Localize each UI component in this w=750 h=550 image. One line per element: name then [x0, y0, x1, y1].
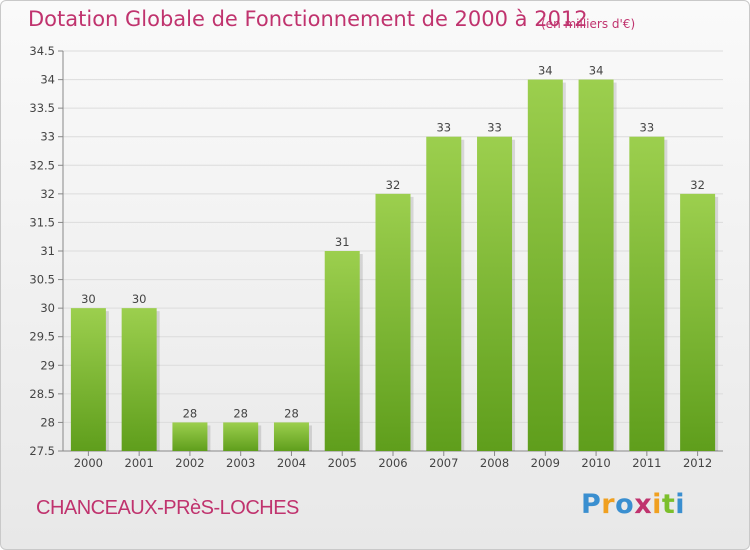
y-tick-label: 31.5 [29, 215, 55, 229]
bar [527, 79, 563, 452]
x-tick-label: 2006 [378, 456, 407, 470]
bars [70, 79, 719, 452]
x-tick-label: 2000 [74, 456, 103, 470]
bar [121, 308, 157, 451]
data-label: 31 [335, 235, 350, 249]
bar [680, 193, 716, 451]
x-tick-label: 2009 [531, 456, 560, 470]
y-tick-label: 32.5 [29, 158, 55, 172]
chart-title: Dotation Globale de Fonctionnement de 20… [28, 7, 588, 31]
x-tick-label: 2005 [328, 456, 357, 470]
y-tick-label: 30.5 [29, 273, 55, 287]
labels: 2000 30 2001 30 2002 28 2003 28 2004 28 2005 31 2006… [74, 64, 713, 470]
y-tick-label: 34 [40, 73, 55, 87]
x-tick-label: 2011 [632, 456, 661, 470]
bar [629, 136, 665, 451]
y-tick-label: 32 [40, 187, 55, 201]
y-tick-label: 28 [40, 415, 55, 429]
x-tick-label: 2007 [429, 456, 458, 470]
data-label: 33 [487, 121, 502, 135]
data-label: 33 [640, 121, 655, 135]
bar [426, 136, 462, 451]
data-label: 30 [132, 292, 147, 306]
y-tick-label: 33.5 [29, 101, 55, 115]
y-tick-label: 29.5 [29, 330, 55, 344]
bar [223, 422, 259, 451]
data-label: 28 [183, 406, 198, 420]
x-tick-label: 2012 [683, 456, 712, 470]
x-tick-label: 2001 [125, 456, 154, 470]
data-label: 33 [436, 121, 451, 135]
bar [477, 136, 513, 451]
bar [273, 422, 309, 451]
y-tick-label: 30 [40, 301, 55, 315]
data-label: 32 [690, 178, 705, 192]
x-tick-label: 2008 [480, 456, 509, 470]
chart-unit-note: (en milliers d'€) [541, 17, 636, 31]
data-label: 34 [589, 64, 604, 78]
bar [578, 79, 614, 452]
data-label: 34 [538, 64, 553, 78]
y-tick-label: 27.5 [29, 444, 55, 458]
y-tick-label: 31 [40, 244, 55, 258]
proxiti-logo: Proxiti [581, 489, 686, 520]
x-tick-label: 2002 [175, 456, 204, 470]
x-tick-label: 2010 [581, 456, 610, 470]
bar [70, 308, 106, 451]
data-label: 30 [81, 292, 96, 306]
y-tick-label: 33 [40, 130, 55, 144]
bar [324, 251, 360, 451]
data-label: 28 [233, 406, 248, 420]
bar [172, 422, 208, 451]
bar [375, 193, 411, 451]
y-tick-label: 28.5 [29, 387, 55, 401]
x-tick-label: 2003 [226, 456, 255, 470]
commune-name: CHANCEAUX-PRèS-LOCHES [36, 497, 299, 519]
y-tick-label: 29 [40, 358, 55, 372]
y-tick-label: 34.5 [29, 44, 55, 58]
data-label: 28 [284, 406, 299, 420]
x-tick-label: 2004 [277, 456, 306, 470]
data-label: 32 [386, 178, 401, 192]
